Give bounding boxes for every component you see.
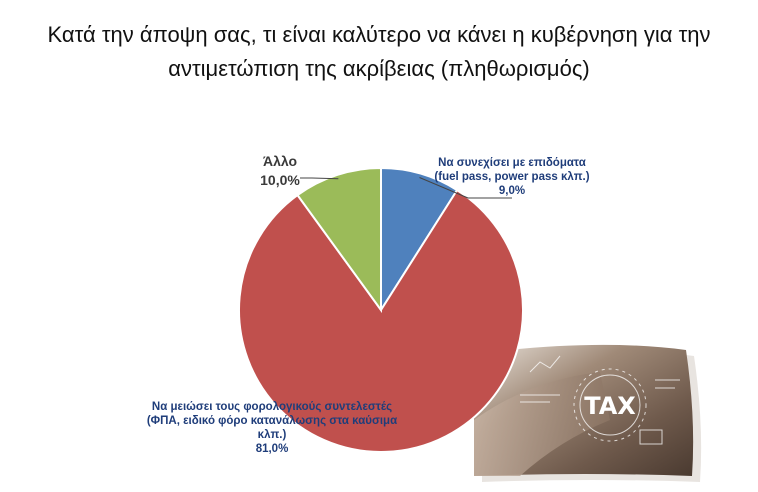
slice-label-other: Άλλο 10,0% — [260, 153, 300, 188]
pie-slice-other — [296, 166, 382, 314]
pie-slice-benefits — [380, 166, 459, 314]
slice-label-benefits-line-2: (fuel pass, power pass κλπ.) — [434, 171, 589, 183]
slice-label-benefits-line-1: Να συνεχίσει με επιδόματα — [438, 157, 586, 169]
leader-line-benefits — [419, 177, 512, 199]
chart-title-line-2: αντιμετώπιση της ακρίβειας (πληθωρισμός) — [168, 56, 590, 81]
slice-value-benefits: 9,0% — [499, 185, 525, 197]
slice-label-taxes-line-1: Να μειώσει τους φορολογικούς συντελεστές — [152, 401, 392, 413]
slice-label-taxes-line-3: κλπ.) — [258, 429, 287, 441]
tax-photo-image: TAX — [474, 344, 702, 482]
chart-title-line-1: Κατά την άποψη σας, τι είναι καλύτερο να… — [47, 22, 711, 47]
slice-label-other-line-1: Άλλο — [263, 153, 297, 169]
slice-label-benefits: Να συνεχίσει με επιδόματα (fuel pass, po… — [434, 157, 589, 197]
slice-label-taxes: Να μειώσει τους φορολογικούς συντελεστές… — [147, 401, 397, 455]
slice-value-other: 10,0% — [260, 172, 300, 188]
slice-value-taxes: 81,0% — [256, 443, 289, 455]
tax-photo-text: TAX — [584, 392, 636, 420]
pie-slices — [238, 166, 524, 453]
slice-label-taxes-line-2: (ΦΠΑ, ειδικό φόρο κατανάλωσης στα καύσιμ… — [147, 415, 397, 427]
leader-lines — [300, 177, 512, 199]
leader-line-other — [300, 177, 339, 180]
chart-title: Κατά την άποψη σας, τι είναι καλύτερο να… — [0, 18, 758, 86]
pie-slice-taxes — [238, 188, 524, 453]
